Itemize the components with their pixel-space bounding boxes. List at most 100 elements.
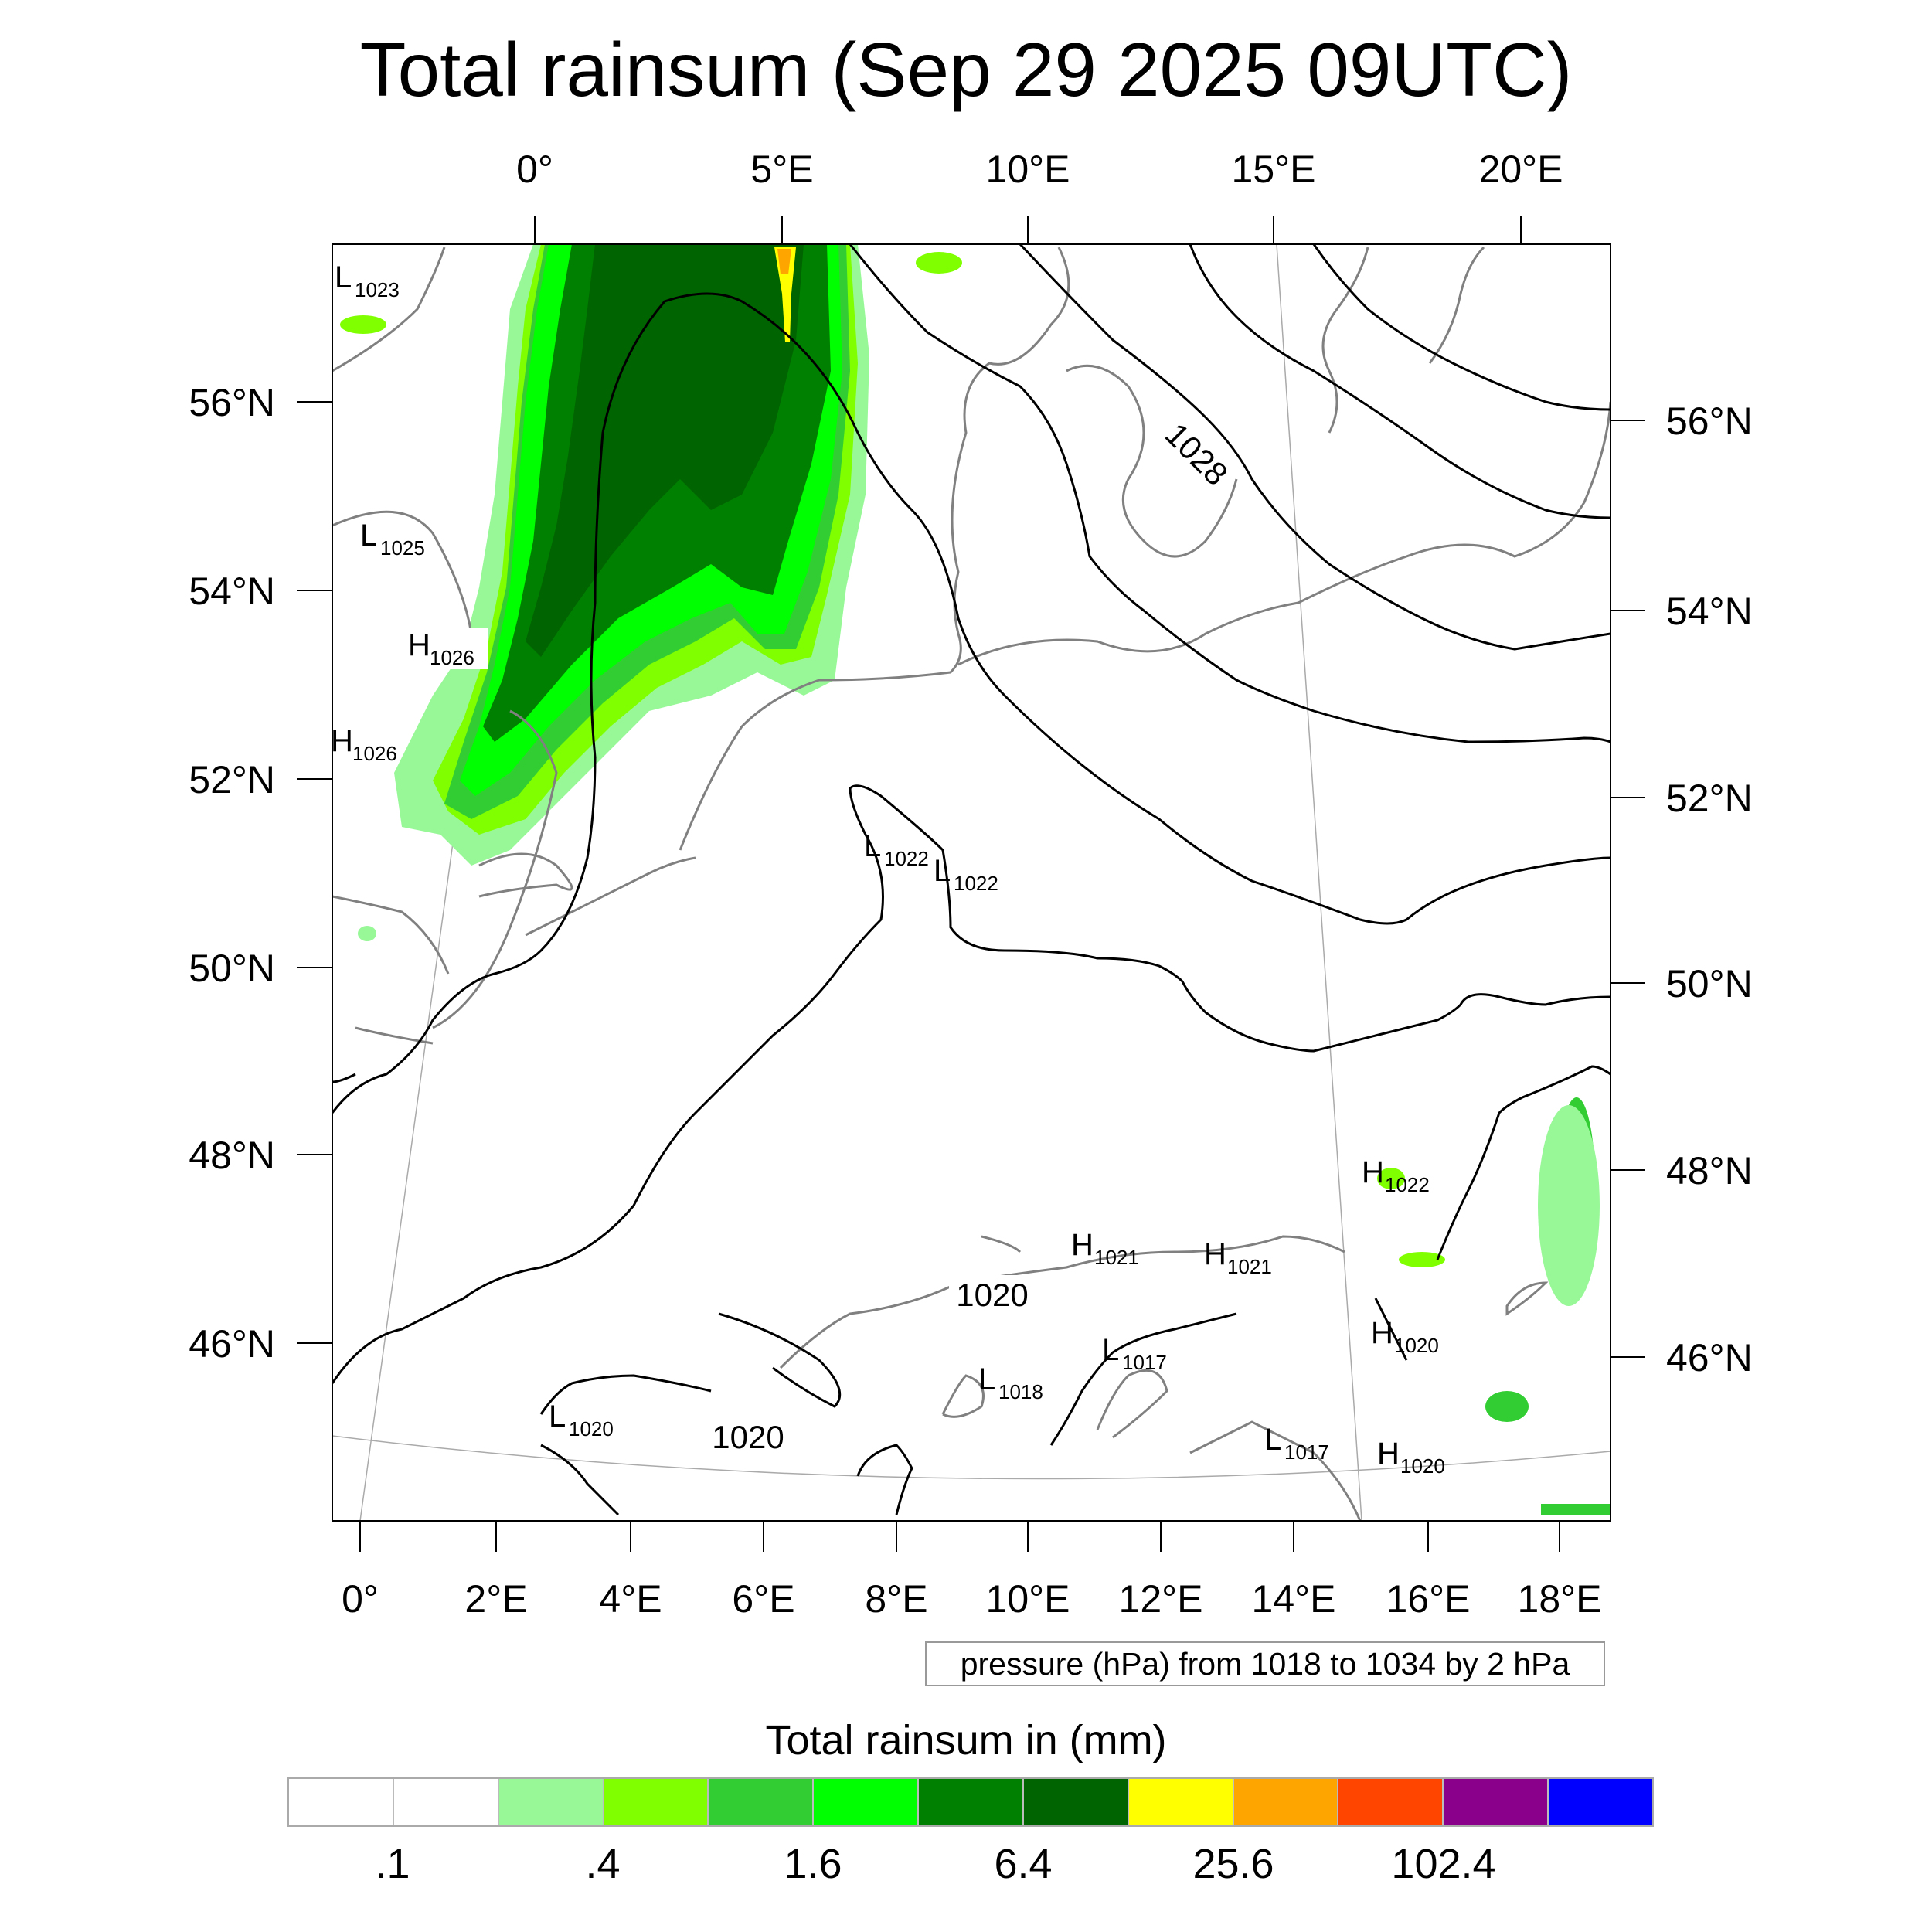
colorbar-label: 1.6: [784, 1841, 842, 1887]
pressure-center: L 1020: [549, 1400, 614, 1440]
pressure-center-type: H: [1362, 1155, 1384, 1189]
pressure-center-value: 1018: [998, 1380, 1043, 1403]
lon-bottom-label: 8°E: [865, 1577, 927, 1621]
colorbar-label: .4: [585, 1841, 621, 1887]
pressure-center-value: 1017: [1284, 1440, 1329, 1464]
pressure-center-type: L: [934, 854, 951, 888]
pressure-center-type: L: [864, 829, 881, 863]
rain-cell: [1485, 1391, 1529, 1422]
pressure-center: L 1018: [978, 1362, 1043, 1403]
pressure-center-type: L: [978, 1362, 995, 1396]
pressure-center-value: 1022: [1385, 1173, 1430, 1196]
rain-cell: [916, 252, 962, 274]
bottom-lon-labels: 0° 2°E 4°E 6°E 8°E 10°E 12°E 14°E 16°E 1…: [342, 1577, 1601, 1621]
rain-cell: [1399, 1252, 1445, 1267]
colorbar-label: 6.4: [994, 1841, 1053, 1887]
pressure-center: H 1026: [331, 724, 397, 765]
pressure-centers: L 1023 L 1025 H 1026 H 1026 L 1022 L 102…: [331, 260, 1445, 1478]
colorbar-swatch: [919, 1779, 1024, 1825]
pressure-center-value: 1020: [1394, 1334, 1439, 1357]
left-lat-labels: 56°N 54°N 52°N 50°N 48°N 46°N: [189, 381, 275, 1366]
lon-top-label: 15°E: [1232, 148, 1316, 191]
pressure-center-value: 1026: [430, 646, 474, 669]
pressure-center-value: 1026: [352, 742, 397, 765]
colorbar-title: Total rainsum in (mm): [765, 1717, 1167, 1764]
pressure-center-type: H: [408, 628, 430, 662]
lon-top-label: 5°E: [750, 148, 813, 191]
lon-bottom-label: 4°E: [599, 1577, 662, 1621]
colorbar-swatch: [1023, 1779, 1129, 1825]
pressure-center: H 1026: [406, 628, 488, 669]
pressure-center-type: H: [1204, 1237, 1226, 1271]
lon-bottom-label: 6°E: [732, 1577, 794, 1621]
lat-left-label: 54°N: [189, 570, 275, 613]
colorbar-label: 25.6: [1192, 1841, 1274, 1887]
pressure-center-type: L: [1102, 1333, 1119, 1367]
lat-left-label: 48°N: [189, 1134, 275, 1177]
colorbar-swatch: [1549, 1779, 1652, 1825]
colorbar-label: .1: [375, 1841, 410, 1887]
lon-bottom-label: 0°: [342, 1577, 379, 1621]
pressure-center-type: L: [549, 1400, 566, 1434]
rain-cell: [1541, 1504, 1611, 1515]
rain-cell: [1377, 1168, 1405, 1189]
pressure-center-value: 1020: [1400, 1454, 1445, 1478]
isobars: [332, 244, 1611, 1516]
pressure-center-value: 1022: [884, 847, 929, 870]
pressure-center-value: 1021: [1094, 1246, 1139, 1269]
rain-yellow-streak: [774, 247, 796, 342]
colorbar-swatch: [393, 1779, 499, 1825]
isobar-label: 1020: [956, 1277, 1028, 1313]
pressure-center-value: 1020: [569, 1417, 614, 1440]
pressure-center: L 1017: [1264, 1423, 1329, 1464]
colorbar-swatch: [604, 1779, 709, 1825]
lat-left-label: 52°N: [189, 758, 275, 801]
colorbar-label: 102.4: [1391, 1841, 1496, 1887]
colorbar-swatch: [1444, 1779, 1549, 1825]
colorbar-swatch: [709, 1779, 815, 1825]
lat-left-label: 56°N: [189, 381, 275, 424]
lon-bottom-label: 10°E: [986, 1577, 1070, 1621]
colorbar-swatch: [289, 1779, 394, 1825]
pressure-center-type: H: [1377, 1437, 1400, 1471]
lon-top-label: 0°: [516, 148, 553, 191]
lat-right-label: 54°N: [1666, 590, 1753, 633]
lon-top-label: 20°E: [1479, 148, 1563, 191]
right-lat-labels: 56°N 54°N 52°N 50°N 48°N 46°N: [1666, 400, 1753, 1379]
lat-left-label: 46°N: [189, 1322, 275, 1366]
colorbar: [287, 1777, 1654, 1827]
lat-right-label: 48°N: [1666, 1149, 1753, 1192]
chart-title: Total rainsum (Sep 29 2025 09UTC): [359, 27, 1573, 112]
lat-right-label: 46°N: [1666, 1336, 1753, 1379]
pressure-center-value: 1023: [355, 278, 400, 301]
colorbar-swatch: [1338, 1779, 1444, 1825]
pressure-info-box: pressure (hPa) from 1018 to 1034 by 2 hP…: [925, 1641, 1605, 1686]
rain-field: [340, 244, 1611, 1515]
rain-cell: [358, 926, 376, 941]
map-frame: [332, 243, 1611, 1522]
lon-bottom-label: 2°E: [464, 1577, 527, 1621]
rain-cell: [1538, 1105, 1600, 1306]
pressure-center-value: 1025: [380, 536, 425, 560]
pressure-center: L 1025: [360, 519, 425, 560]
lat-right-label: 56°N: [1666, 400, 1753, 443]
isobar-label: 1020: [712, 1419, 784, 1455]
pressure-center-type: H: [331, 724, 353, 758]
pressure-center: H 1021: [1071, 1228, 1139, 1269]
colorbar-swatch: [814, 1779, 920, 1825]
pressure-center: H 1020: [1377, 1437, 1445, 1478]
pressure-center: H 1021: [1204, 1237, 1272, 1278]
pressure-center-value: 1017: [1122, 1351, 1167, 1374]
pressure-center: H 1022: [1362, 1155, 1430, 1196]
rain-orange-streak: [777, 249, 791, 274]
colorbar-swatch: [1233, 1779, 1339, 1825]
pressure-center-type: L: [360, 519, 377, 553]
lon-bottom-label: 16°E: [1386, 1577, 1471, 1621]
pressure-center-value: 1021: [1227, 1255, 1272, 1278]
pressure-center: L 1022: [864, 829, 929, 870]
pressure-center-type: L: [1264, 1423, 1281, 1457]
top-lon-labels: 0° 5°E 10°E 15°E 20°E: [516, 148, 1563, 191]
lon-bottom-label: 18°E: [1518, 1577, 1602, 1621]
lat-right-label: 50°N: [1666, 962, 1753, 1005]
